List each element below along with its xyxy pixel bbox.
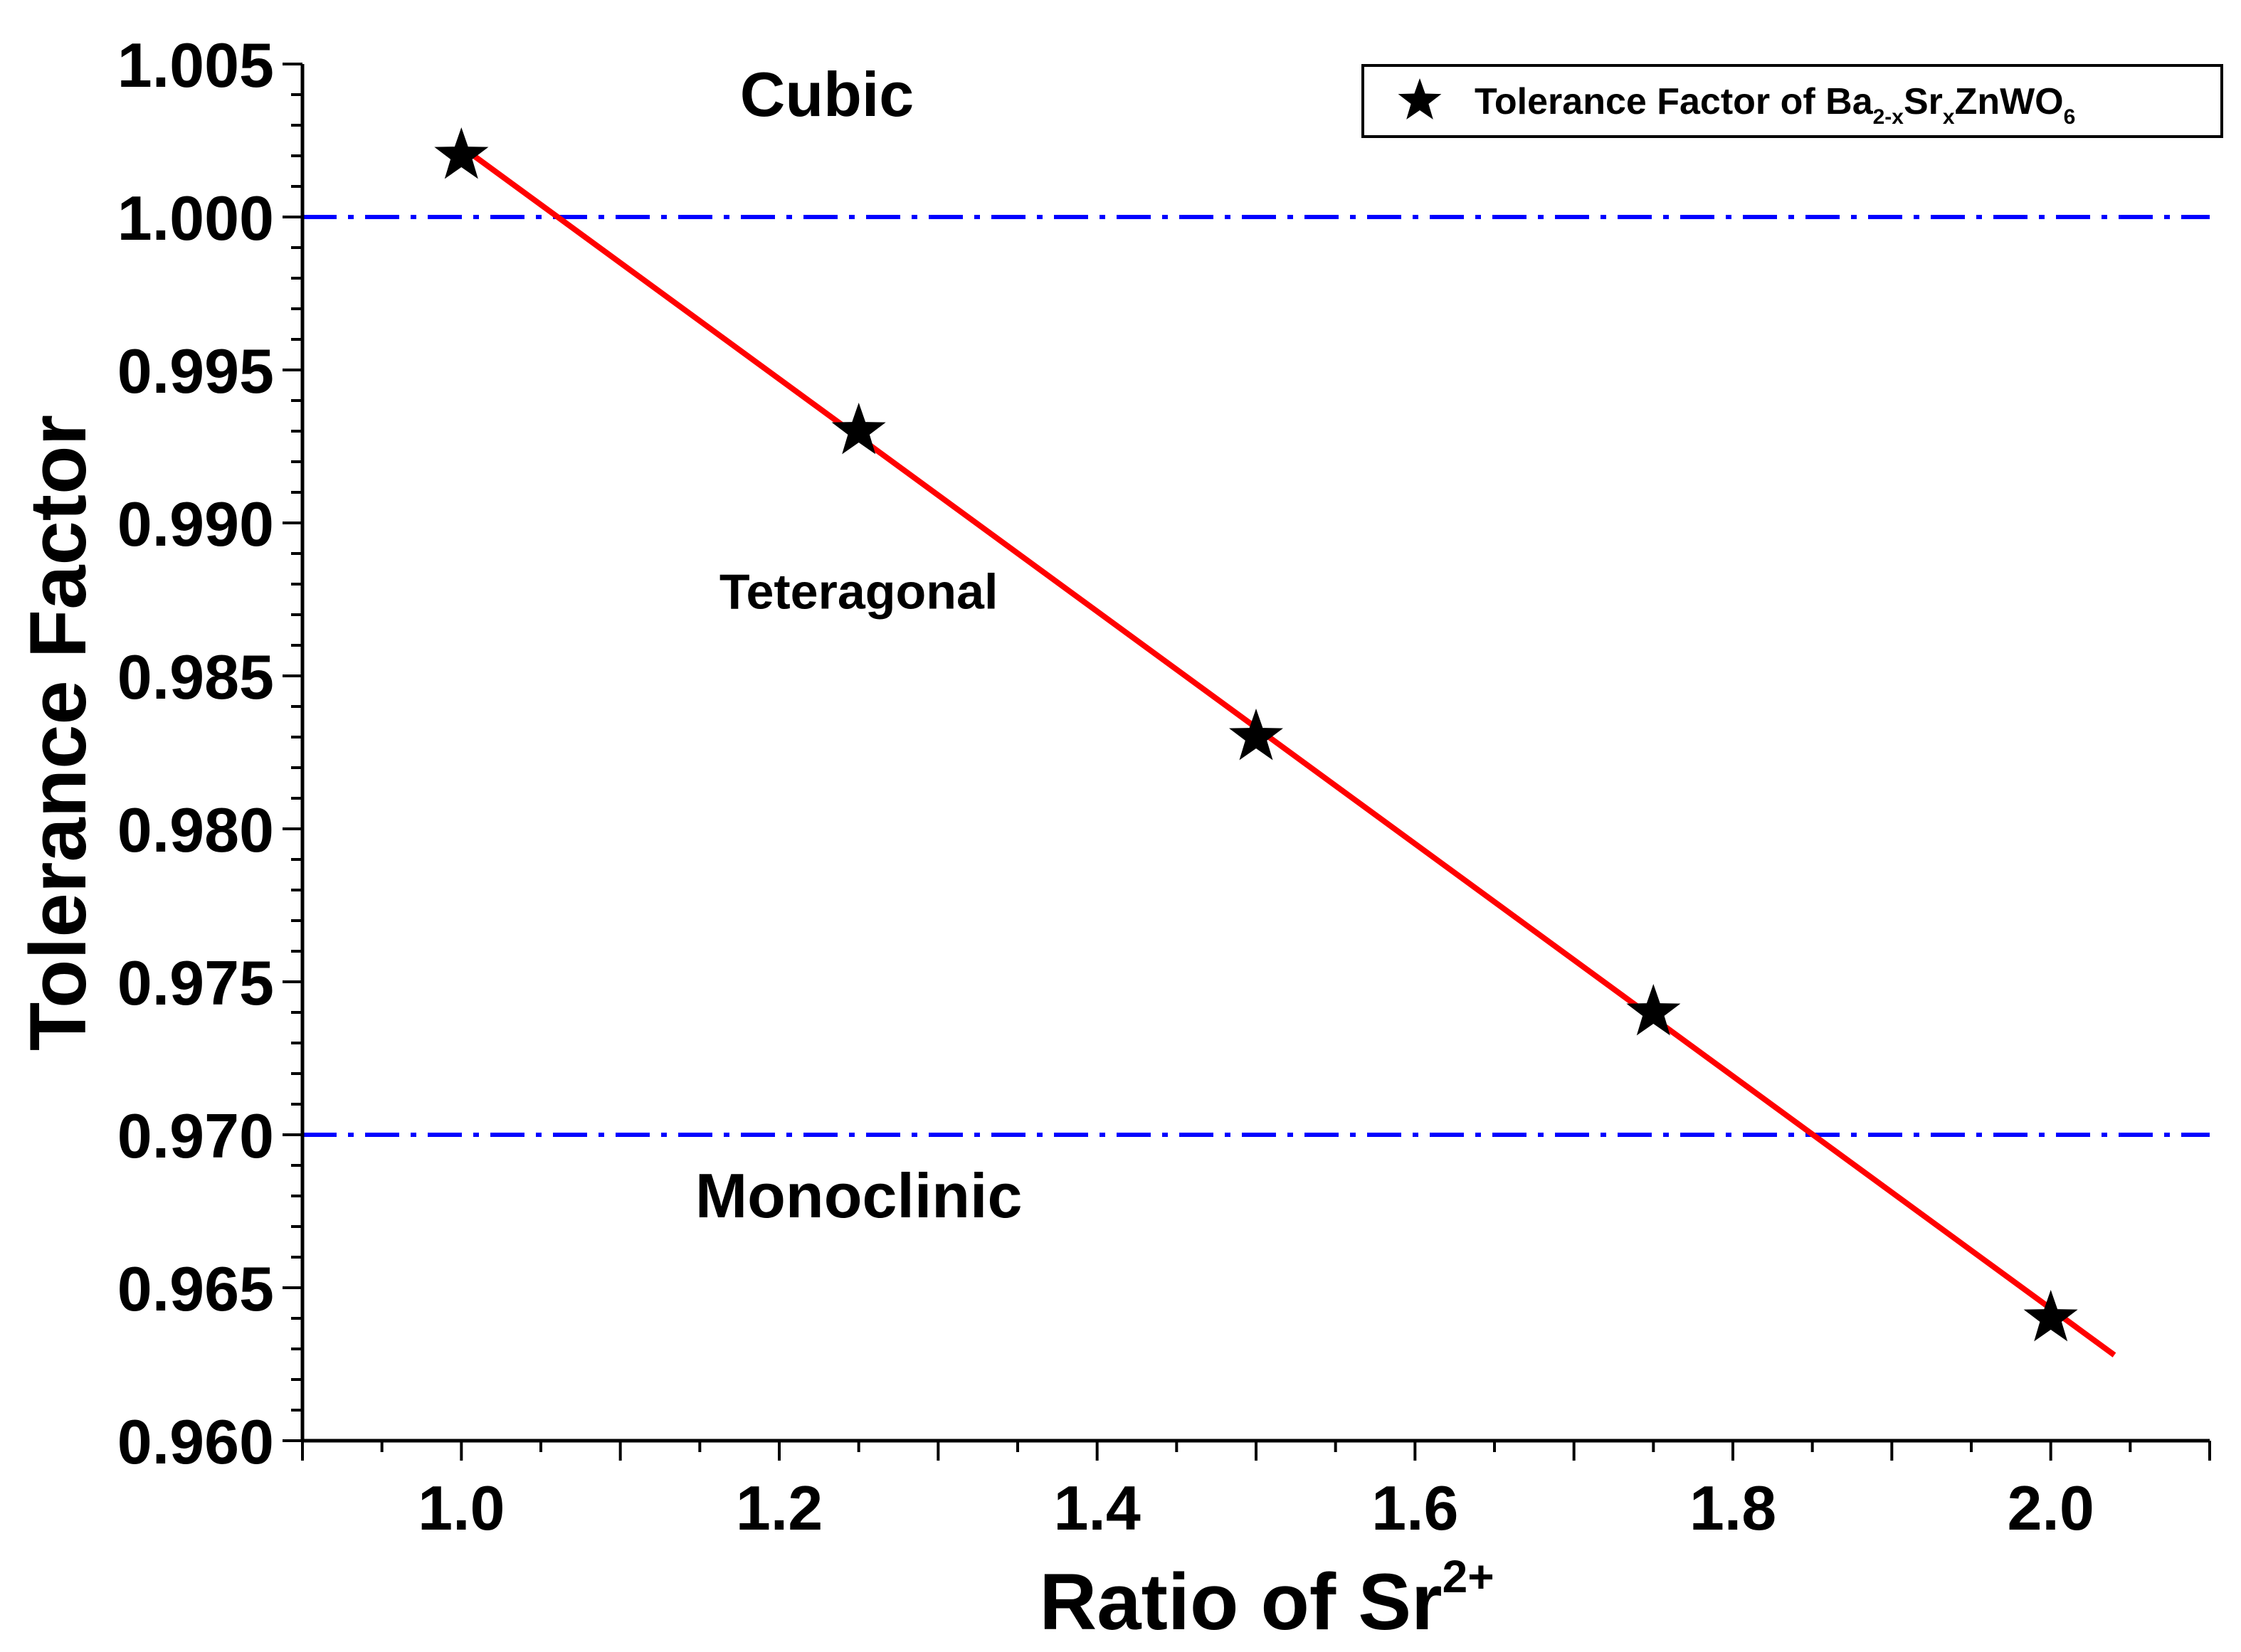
y-tick-label: 0.980 bbox=[117, 795, 274, 865]
legend: Tolerance Factor of Ba2-xSrxZnWO6 bbox=[1361, 64, 2223, 138]
legend-box bbox=[1361, 64, 2223, 138]
x-axis-title: Ratio of Sr2+ bbox=[1039, 1551, 1494, 1646]
y-tick-label: 0.965 bbox=[117, 1254, 274, 1324]
x-axis-title-superscript: 2+ bbox=[1443, 1551, 1494, 1602]
x-tick-label: 1.4 bbox=[1053, 1473, 1140, 1543]
legend-label-part: ZnWO bbox=[1955, 81, 2064, 122]
y-tick-label: 0.990 bbox=[117, 489, 274, 559]
y-axis-title: Tolerance Factor bbox=[14, 415, 102, 1051]
region-label: Teteragonal bbox=[719, 563, 998, 619]
x-tick-label: 1.0 bbox=[418, 1473, 505, 1543]
x-axis-title-text: Ratio of Sr bbox=[1039, 1557, 1442, 1646]
region-label: Cubic bbox=[740, 59, 914, 129]
region-label: Monoclinic bbox=[695, 1160, 1023, 1231]
fit-line bbox=[459, 144, 2116, 1357]
legend-label: Tolerance Factor of Ba2-xSrxZnWO6 bbox=[1475, 81, 2075, 129]
y-tick-label: 0.960 bbox=[117, 1407, 274, 1477]
x-tick-label: 1.8 bbox=[1689, 1473, 1776, 1543]
y-tick-label: 0.975 bbox=[117, 948, 274, 1018]
fit-line-group bbox=[459, 144, 2116, 1357]
y-tick-label: 0.970 bbox=[117, 1101, 274, 1171]
x-tick-label: 1.6 bbox=[1371, 1473, 1458, 1543]
x-tick-label: 2.0 bbox=[2007, 1473, 2094, 1543]
y-tick-label: 1.000 bbox=[117, 183, 274, 253]
legend-label-part: 2-x bbox=[1873, 105, 1904, 129]
legend-label-part: x bbox=[1943, 105, 1955, 129]
data-point-star bbox=[434, 127, 489, 179]
y-tick-label: 1.005 bbox=[117, 30, 274, 100]
data-point-star bbox=[1626, 984, 1681, 1036]
legend-label-part: Sr bbox=[1904, 81, 1943, 122]
data-point-star bbox=[1229, 709, 1283, 761]
data-point-star bbox=[831, 403, 886, 455]
legend-label-part: Tolerance Factor of Ba bbox=[1475, 81, 1874, 122]
legend-label-part: 6 bbox=[2064, 105, 2076, 129]
y-tick-label: 0.995 bbox=[117, 336, 274, 406]
y-tick-label: 0.985 bbox=[117, 642, 274, 712]
reference-lines bbox=[302, 215, 2210, 1137]
data-point-star bbox=[2023, 1290, 2078, 1342]
data-points bbox=[434, 127, 2078, 1342]
x-tick-label: 1.2 bbox=[736, 1473, 823, 1543]
axes: 1.0 1.2 1.4 1.6 1.8 2.0 0.960 0.965 0.970 0.975 0.… bbox=[117, 30, 2211, 1543]
legend-star-icon bbox=[1398, 78, 1442, 120]
region-annotations: Cubic Teteragonal Monoclinic bbox=[695, 59, 1023, 1231]
